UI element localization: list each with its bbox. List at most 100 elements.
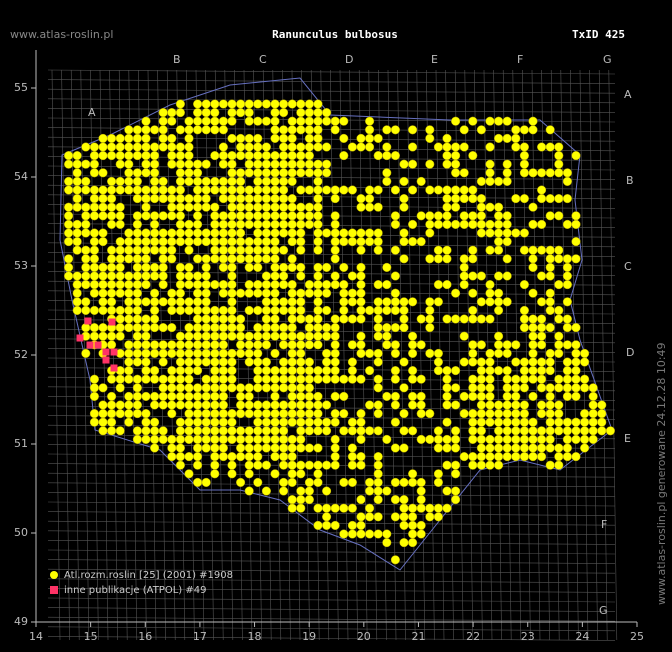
record-dot [339,426,349,436]
record-dot [313,288,323,298]
record-dot [416,400,426,410]
record-dot [193,194,203,204]
record-dot [141,211,151,221]
record-dot [107,254,117,264]
record-dot [287,460,297,470]
record-dot [511,391,521,401]
record-dot [98,142,108,152]
record-dot [261,151,271,161]
record-dot [322,357,332,367]
record-dot [244,434,254,444]
record-dot [261,417,271,427]
record-dot [605,426,615,436]
record-dot [339,477,349,487]
record-dot [184,366,194,376]
x-tick-label: 21 [411,630,425,643]
record-square [102,348,110,356]
record-dot [150,348,160,358]
record-dot [562,194,572,204]
record-dot [115,400,125,410]
record-dot [227,133,237,143]
record-dot [270,211,280,221]
record-dot [227,417,237,427]
record-dot [158,108,168,118]
record-dot [124,125,134,135]
record-dot [150,151,160,161]
record-dot [261,176,271,186]
record-dot [279,452,289,462]
record-dot [115,426,125,436]
record-dot [279,211,289,221]
record-dot [356,228,366,238]
record-dot [519,142,529,152]
record-dot [124,366,134,376]
grid-line [47,597,616,603]
grid-line [598,69,608,641]
record-dot [554,151,564,161]
record-dot [132,237,142,247]
record-dot [416,529,426,539]
record-dot [210,417,220,427]
record-dot [98,288,108,298]
record-dot [227,262,237,272]
grid-line [47,261,616,267]
record-dot [468,460,478,470]
record-dot [494,460,504,470]
record-dot [296,374,306,384]
record-dot [158,254,168,264]
record-dot [365,503,375,513]
record-dot [210,469,220,479]
record-dot [150,194,160,204]
record-dot [175,391,185,401]
record-dot [408,400,418,410]
record-dot [132,348,142,358]
record-dot [313,297,323,307]
record-dot [175,383,185,393]
record-dot [433,469,443,479]
record-dot [511,340,521,350]
record-dot [218,357,228,367]
x-tick-label: 17 [193,630,207,643]
record-dot [132,245,142,255]
record-dot [322,366,332,376]
record-dot [304,323,314,333]
record-dot [132,391,142,401]
record-dot [322,280,332,290]
record-dot [468,254,478,264]
record-dot [287,219,297,229]
record-dot [296,108,306,118]
record-dot [184,219,194,229]
record-dot [227,159,237,169]
record-dot [459,262,469,272]
record-dot [89,151,99,161]
record-dot [390,391,400,401]
record-dot [107,426,117,436]
record-dot [519,194,529,204]
record-dot [236,176,246,186]
record-dot [227,176,237,186]
record-dot [141,434,151,444]
record-dot [296,159,306,169]
record-dot [468,219,478,229]
record-dot [89,417,99,427]
record-dot [227,254,237,264]
record-dot [365,142,375,152]
record-dot [81,142,91,152]
record-dot [519,452,529,462]
record-dot [382,168,392,178]
record-dot [511,228,521,238]
record-square [108,318,116,326]
record-dot [201,391,211,401]
record-dot [72,151,82,161]
record-dot [270,185,280,195]
record-dot [502,426,512,436]
record-dot [64,185,74,195]
record-dot [98,151,108,161]
record-dot [244,357,254,367]
record-dot [511,434,521,444]
record-dot [511,383,521,393]
record-dot [313,133,323,143]
record-dot [571,237,581,247]
record-dot [236,219,246,229]
record-dot [554,331,564,341]
